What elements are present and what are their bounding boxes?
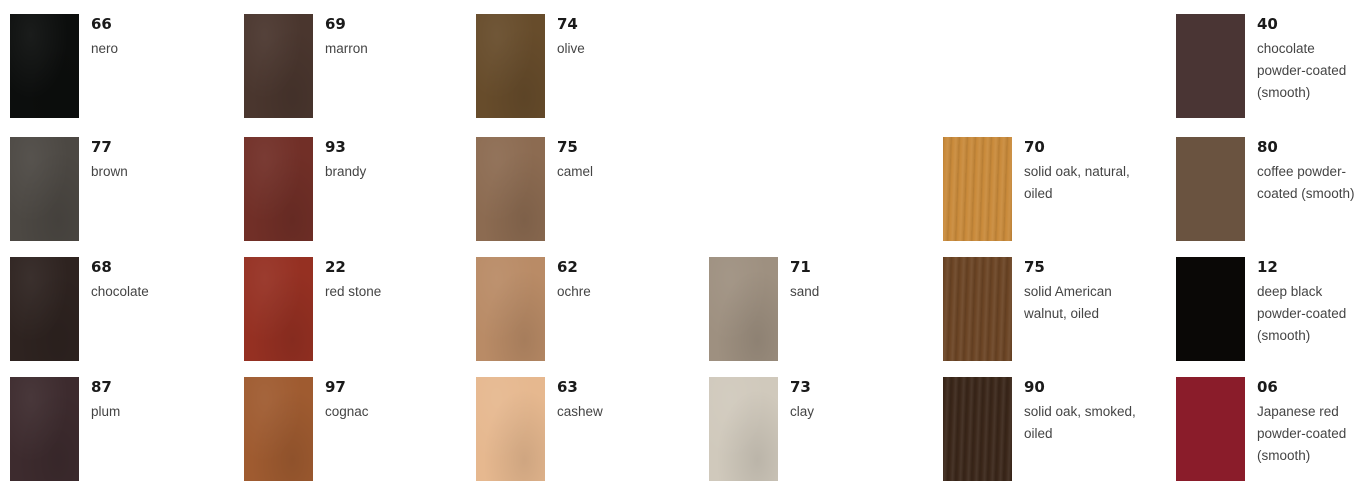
swatch-name: solid American walnut, oiled xyxy=(1024,284,1112,321)
swatch-item-nero[interactable]: 66 nero xyxy=(10,14,235,118)
swatch-name: nero xyxy=(91,41,119,56)
swatch-name: clay xyxy=(790,404,815,419)
swatch-item-sand[interactable]: 71 sand xyxy=(709,257,934,361)
color-swatch xyxy=(476,257,545,361)
swatch-name: chocolate powder-coated (smooth) xyxy=(1257,41,1347,100)
swatch-name: camel xyxy=(557,164,594,179)
swatch-code: 63 xyxy=(557,378,578,396)
color-swatch xyxy=(1176,137,1245,241)
swatch-item-ochre[interactable]: 62 ochre xyxy=(476,257,701,361)
swatch-code: 90 xyxy=(1024,378,1045,396)
swatch-item-clay[interactable]: 73 clay xyxy=(709,377,934,481)
swatch-name: plum xyxy=(91,404,121,419)
swatch-item-brandy[interactable]: 93 brandy xyxy=(244,137,469,241)
swatch-code: 06 xyxy=(1257,378,1278,396)
swatch-code: 70 xyxy=(1024,138,1045,156)
swatch-code: 93 xyxy=(325,138,346,156)
swatch-name: chocolate xyxy=(91,284,149,299)
swatch-name: marron xyxy=(325,41,368,56)
swatch-name: brandy xyxy=(325,164,367,179)
swatch-code: 71 xyxy=(790,258,811,276)
color-swatch xyxy=(1176,14,1245,118)
color-swatch xyxy=(1176,377,1245,481)
swatch-item-solid-oak-natural[interactable]: 70 solid oak, natural, oiled xyxy=(943,137,1168,241)
swatch-item-brown[interactable]: 77 brown xyxy=(10,137,235,241)
swatch-code: 73 xyxy=(790,378,811,396)
swatch-item-chocolate[interactable]: 68 chocolate xyxy=(10,257,235,361)
swatch-code: 40 xyxy=(1257,15,1278,33)
swatch-code: 97 xyxy=(325,378,346,396)
color-swatch xyxy=(1176,257,1245,361)
color-swatch xyxy=(10,377,79,481)
swatch-name: Japanese red powder-coated (smooth) xyxy=(1257,404,1347,463)
swatch-code: 87 xyxy=(91,378,112,396)
swatch-item-cashew[interactable]: 63 cashew xyxy=(476,377,701,481)
swatch-name: ochre xyxy=(557,284,591,299)
color-swatch xyxy=(476,377,545,481)
swatch-code: 22 xyxy=(325,258,346,276)
swatch-item-deep-black-powder-coated[interactable]: 12 deep black powder-coated (smooth) xyxy=(1176,257,1368,361)
swatch-code: 75 xyxy=(1024,258,1045,276)
swatch-code: 62 xyxy=(557,258,578,276)
swatch-item-walnut[interactable]: 75 solid American walnut, oiled xyxy=(943,257,1168,361)
color-swatch xyxy=(476,14,545,118)
swatch-name: olive xyxy=(557,41,585,56)
swatch-name: sand xyxy=(790,284,820,299)
color-swatch xyxy=(943,377,1012,481)
color-swatch xyxy=(476,137,545,241)
color-swatch xyxy=(709,377,778,481)
swatch-code: 80 xyxy=(1257,138,1278,156)
swatch-item-japanese-red-powder-coated[interactable]: 06 Japanese red powder-coated (smooth) xyxy=(1176,377,1368,481)
color-swatch xyxy=(10,257,79,361)
swatch-name: solid oak, natural, oiled xyxy=(1024,164,1130,201)
swatch-item-chocolate-powder-coated[interactable]: 40 chocolate powder-coated (smooth) xyxy=(1176,14,1368,118)
swatch-code: 66 xyxy=(91,15,112,33)
color-swatch xyxy=(943,137,1012,241)
color-swatch xyxy=(244,137,313,241)
swatch-name: brown xyxy=(91,164,128,179)
swatch-code: 77 xyxy=(91,138,112,156)
swatch-name: red stone xyxy=(325,284,382,299)
swatch-name: coffee powder-coated (smooth) xyxy=(1257,164,1355,201)
swatch-code: 12 xyxy=(1257,258,1278,276)
swatch-code: 69 xyxy=(325,15,346,33)
color-swatch xyxy=(244,14,313,118)
swatch-code: 68 xyxy=(91,258,112,276)
swatch-item-marron[interactable]: 69 marron xyxy=(244,14,469,118)
color-swatch xyxy=(244,257,313,361)
color-swatch xyxy=(709,257,778,361)
swatch-item-cognac[interactable]: 97 cognac xyxy=(244,377,469,481)
swatch-item-camel[interactable]: 75 camel xyxy=(476,137,701,241)
swatch-item-olive[interactable]: 74 olive xyxy=(476,14,701,118)
swatch-item-plum[interactable]: 87 plum xyxy=(10,377,235,481)
swatch-name: solid oak, smoked, oiled xyxy=(1024,404,1136,441)
swatch-name: deep black powder-coated (smooth) xyxy=(1257,284,1347,343)
swatch-item-solid-oak-smoked[interactable]: 90 solid oak, smoked, oiled xyxy=(943,377,1168,481)
color-swatch xyxy=(10,14,79,118)
swatch-item-coffee-powder-coated[interactable]: 80 coffee powder-coated (smooth) xyxy=(1176,137,1368,241)
swatch-code: 75 xyxy=(557,138,578,156)
swatch-name: cashew xyxy=(557,404,603,419)
color-swatch xyxy=(244,377,313,481)
swatch-item-red-stone[interactable]: 22 red stone xyxy=(244,257,469,361)
swatch-name: cognac xyxy=(325,404,369,419)
color-swatch xyxy=(943,257,1012,361)
color-swatch xyxy=(10,137,79,241)
swatch-code: 74 xyxy=(557,15,578,33)
